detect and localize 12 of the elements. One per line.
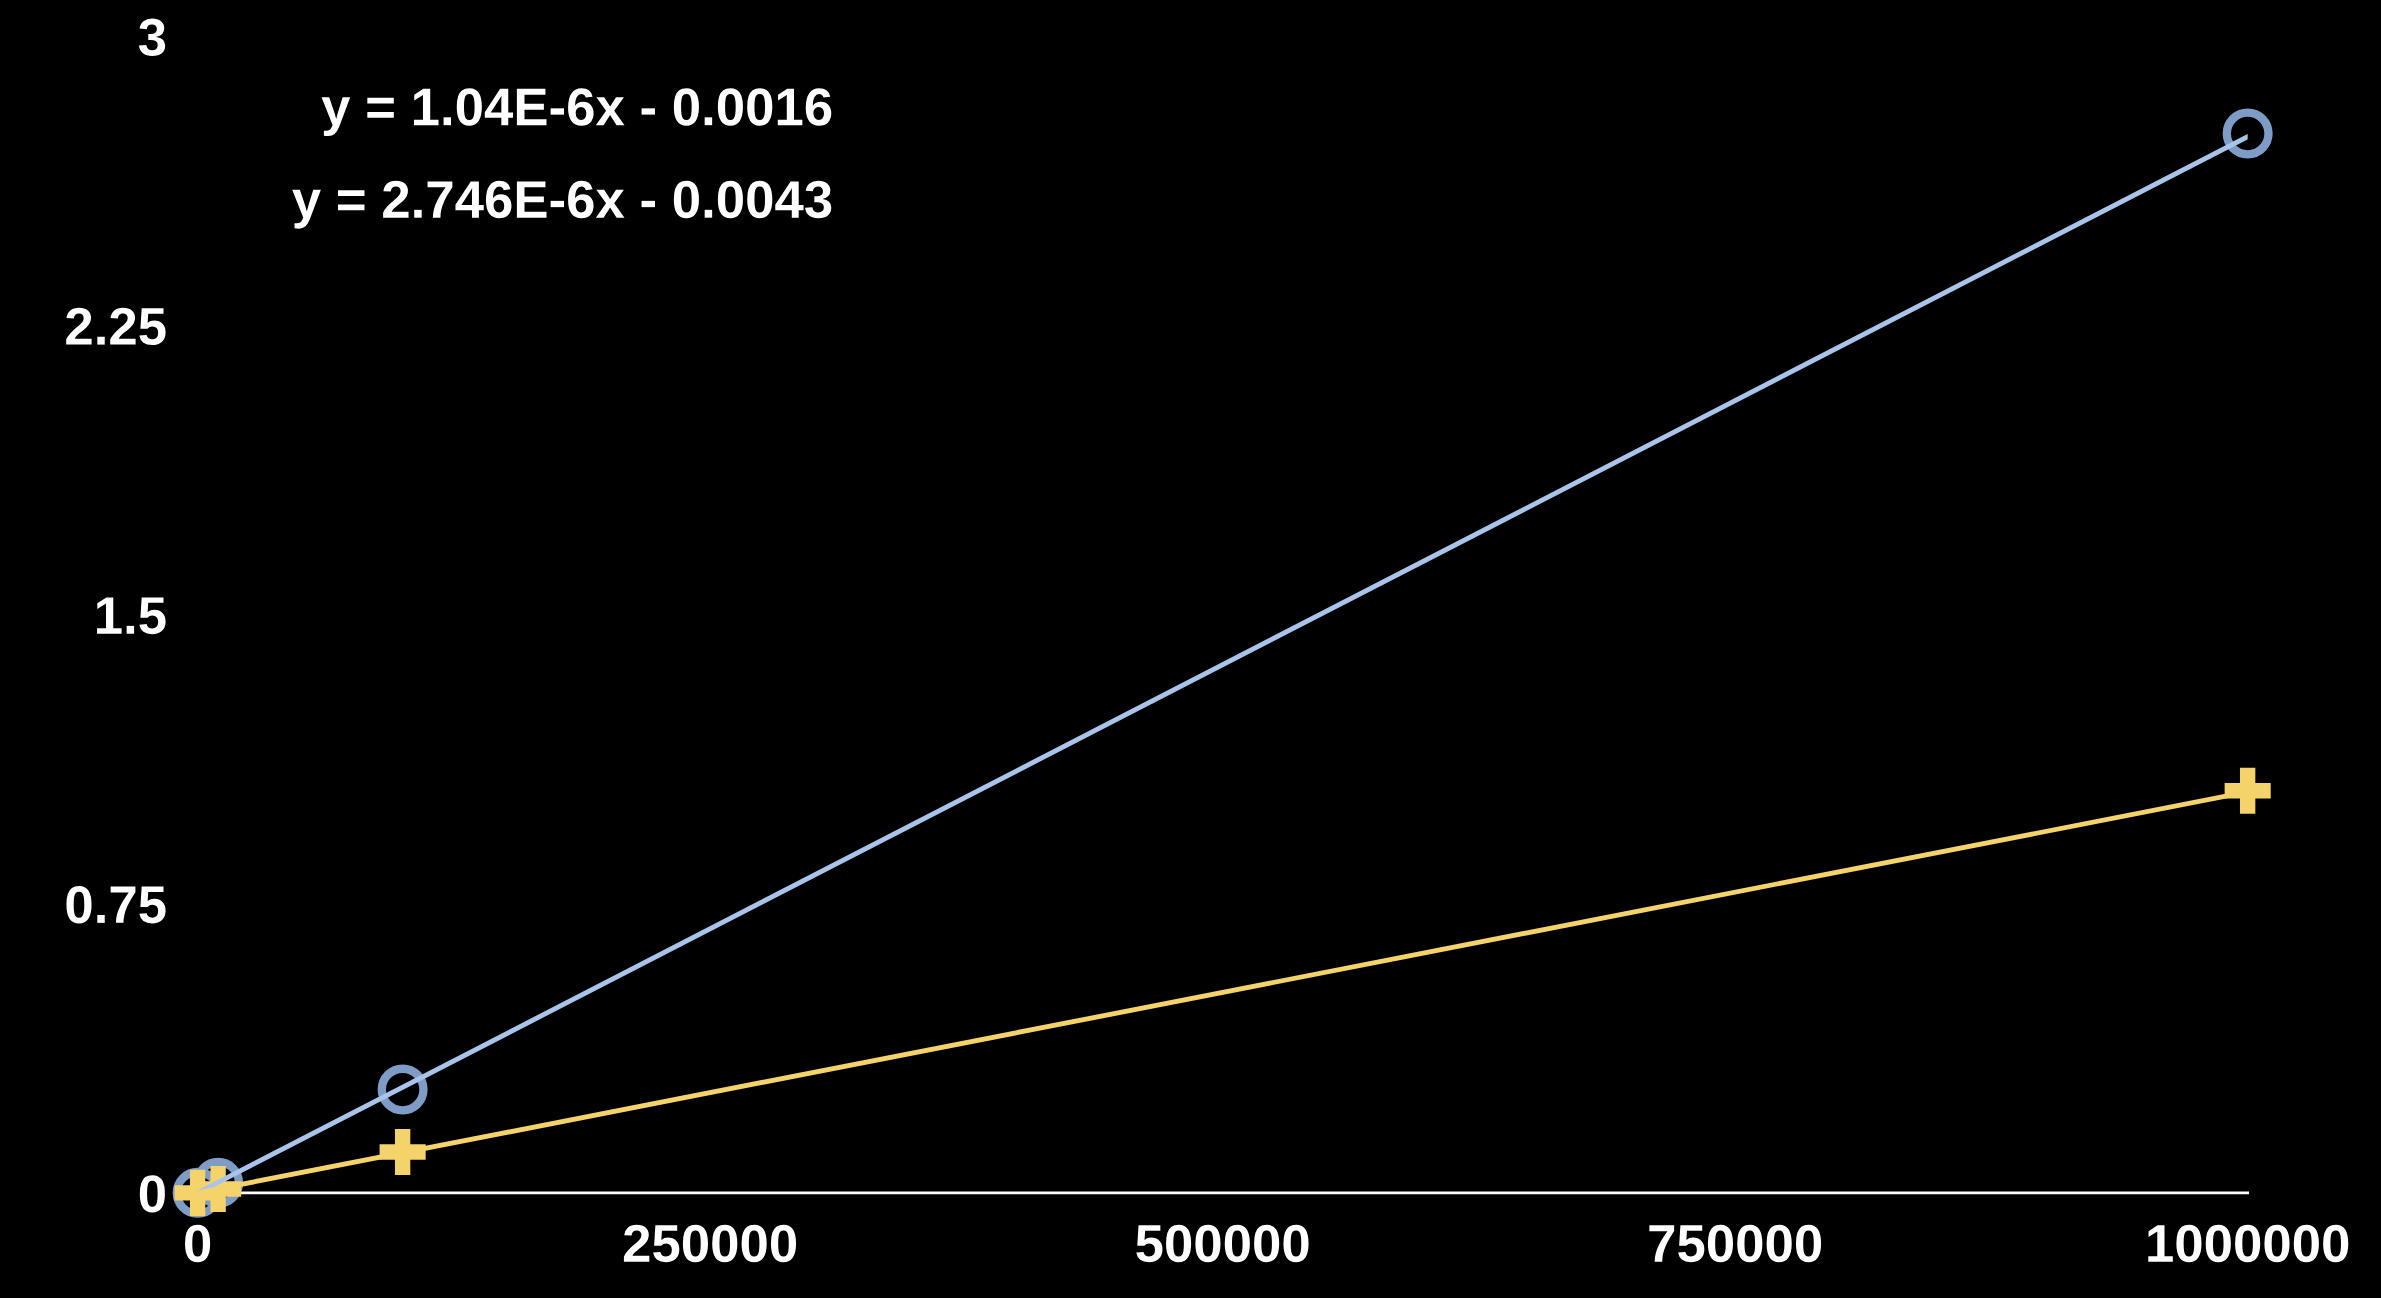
x-tick-label: 1000000	[2148, 1224, 2349, 1263]
x-tick-label: 500000	[1136, 1224, 1309, 1263]
annotation: y = 2.746E-6x - 0.0043	[292, 180, 832, 229]
y-tick-label: 1.5	[97, 597, 166, 635]
y-tick-label: 2.25	[66, 307, 166, 346]
x-tick-label: 750000	[1649, 1224, 1822, 1263]
x-tick-label: 0	[185, 1224, 211, 1263]
y-tick-label: 0	[139, 1175, 165, 1213]
y-tick-label: 0.75	[66, 886, 166, 924]
y-tick-label: 3	[138, 18, 166, 57]
x-tick-label: 250000	[623, 1224, 797, 1263]
annotation: y = 1.04E-6x - 0.0016	[321, 88, 832, 137]
